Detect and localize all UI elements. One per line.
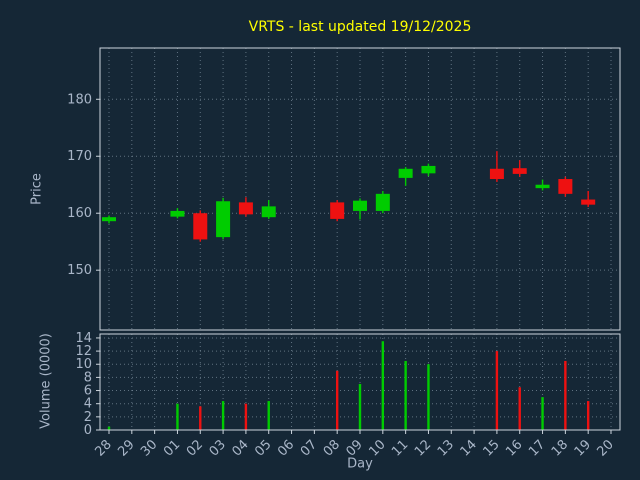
- x-tick-label-day-15: 15: [480, 437, 502, 459]
- volume-tick-label: 2: [84, 410, 92, 425]
- x-tick-label-day-05: 05: [252, 437, 274, 459]
- volume-axis-label: Volume (0000): [38, 333, 54, 429]
- volume-tick-label: 0: [84, 423, 92, 438]
- volume-bar-day-12: [427, 364, 430, 430]
- x-tick-label-day-03: 03: [207, 437, 229, 459]
- x-tick-label-day-16: 16: [503, 437, 525, 459]
- candle-body-day-28: [102, 217, 116, 222]
- x-tick-label-day-04: 04: [229, 437, 251, 459]
- price-axes-frame: [99, 47, 621, 331]
- candle-body-day-09: [353, 200, 367, 211]
- x-tick-label-day-12: 12: [412, 437, 434, 459]
- candle-body-day-19: [581, 199, 596, 205]
- x-tick-label-day-30: 30: [138, 437, 160, 459]
- price-tick-label: 170: [67, 149, 92, 164]
- x-tick-label-day-11: 11: [389, 437, 411, 459]
- candle-body-day-02: [193, 213, 208, 240]
- x-tick-label-day-29: 29: [115, 437, 137, 459]
- price-tick-label: 180: [67, 92, 92, 107]
- volume-bar-day-01: [176, 403, 179, 430]
- gridlines: [100, 48, 620, 431]
- candle-body-day-01: [170, 210, 185, 217]
- candle-body-day-15: [489, 168, 504, 180]
- x-tick-label-day-28: 28: [93, 437, 115, 459]
- x-tick-label-day-01: 01: [161, 437, 183, 459]
- candle-body-day-18: [558, 179, 573, 194]
- candle-body-day-16: [512, 168, 527, 174]
- candle-body-day-17: [535, 184, 550, 189]
- candle-body-day-03: [216, 201, 231, 238]
- volume-bar-day-05: [267, 401, 270, 430]
- volume-bar-day-03: [221, 401, 225, 430]
- volume-tick-label: 4: [84, 397, 92, 412]
- volume-bar-day-16: [518, 387, 521, 430]
- volume-tick-label: 14: [75, 331, 92, 346]
- volume-bar-day-15: [495, 351, 499, 430]
- x-axis-label: Day: [347, 456, 373, 472]
- volume-bar-day-18: [564, 360, 567, 430]
- axes-frames: [99, 47, 621, 431]
- volume-bar-day-09: [358, 383, 362, 430]
- volume-tick-label: 8: [84, 370, 92, 385]
- volume-bar-day-04: [244, 403, 248, 430]
- candle-body-day-12: [421, 165, 436, 174]
- volume-tick-label: 10: [75, 357, 92, 372]
- price-axis-label: Price: [29, 173, 45, 205]
- x-tick-label-day-07: 07: [298, 437, 320, 459]
- x-tick-label-day-14: 14: [458, 437, 480, 459]
- chart-data: [102, 151, 596, 430]
- candle-body-day-11: [398, 168, 413, 178]
- x-tick-label-day-18: 18: [549, 437, 571, 459]
- volume-bar-day-17: [541, 397, 544, 430]
- candle-body-day-04: [238, 202, 253, 215]
- volume-bar-day-28: [107, 426, 111, 430]
- x-tick-label-day-19: 19: [572, 437, 594, 459]
- price-tick-label: 150: [67, 263, 92, 278]
- volume-bar-day-08: [335, 370, 339, 430]
- x-tick-label-day-20: 20: [595, 437, 617, 459]
- volume-bar-day-10: [381, 341, 385, 430]
- volume-bar-day-19: [586, 401, 590, 430]
- volume-tick-label: 12: [75, 344, 92, 359]
- x-tick-label-day-08: 08: [321, 437, 343, 459]
- volume-bar-day-02: [199, 406, 202, 430]
- x-tick-label-day-13: 13: [435, 437, 457, 459]
- x-tick-label-day-06: 06: [275, 437, 297, 459]
- volume-bar-day-11: [404, 360, 407, 430]
- candle-body-day-10: [375, 193, 390, 211]
- price-tick-label: 160: [67, 206, 92, 221]
- x-tick-label-day-17: 17: [526, 437, 548, 459]
- volume-tick-label: 6: [84, 384, 92, 399]
- chart-title: VRTS - last updated 19/12/2025: [248, 19, 472, 35]
- x-tick-label-day-02: 02: [184, 437, 206, 459]
- candle-body-day-05: [261, 206, 276, 218]
- candle-body-day-08: [330, 202, 345, 219]
